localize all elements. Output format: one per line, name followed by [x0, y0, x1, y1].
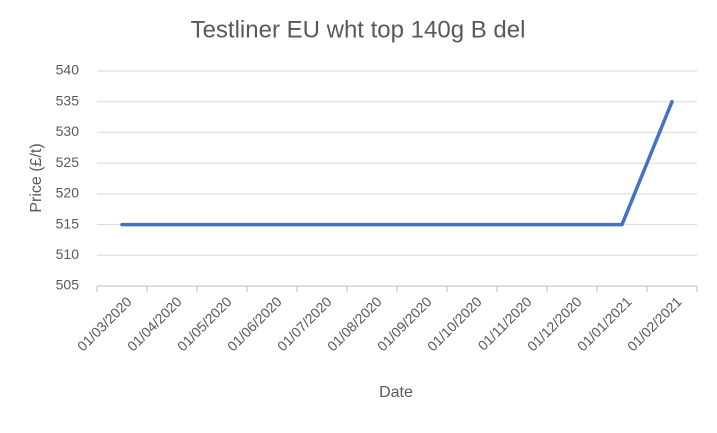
chart-title: Testliner EU wht top 140g B del — [191, 16, 526, 43]
x-tick-label: 01/10/2020 — [424, 293, 485, 354]
y-tick-label: 515 — [56, 215, 80, 231]
y-tick-label: 520 — [56, 185, 80, 201]
y-tick-label: 530 — [56, 123, 80, 139]
y-tick-label: 510 — [56, 246, 80, 262]
y-tick-label: 540 — [56, 62, 80, 78]
y-tick-label: 535 — [56, 92, 80, 108]
y-axis-label: Price (£/t) — [28, 143, 45, 212]
x-axis-label: Date — [379, 384, 413, 401]
x-tick-label: 01/02/2021 — [624, 293, 685, 354]
y-tick-label: 505 — [56, 277, 80, 293]
y-tick-label: 525 — [56, 154, 80, 170]
line-series — [120, 99, 674, 227]
